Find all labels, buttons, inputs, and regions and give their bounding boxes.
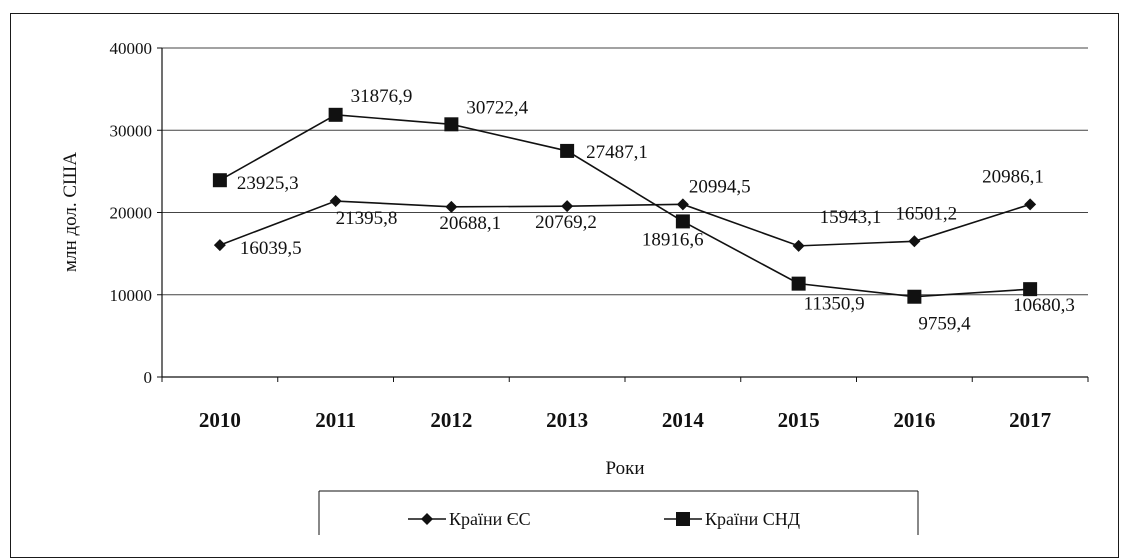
x-tick-label: 2016: [893, 408, 935, 432]
diamond-marker: [213, 239, 226, 252]
x-tick-label: 2014: [662, 408, 705, 432]
legend-square-icon: [676, 512, 690, 526]
legend: Країни ЄС Країни СНД: [318, 490, 919, 535]
data-label: 11350,9: [804, 294, 865, 315]
data-label: 20688,1: [439, 213, 501, 234]
series-group: [212, 107, 1038, 304]
data-label: 20994,5: [689, 176, 751, 197]
axes: [161, 48, 1088, 378]
x-tick-label: 2015: [778, 408, 820, 432]
square-marker: [328, 107, 343, 122]
data-label: 20986,1: [982, 166, 1044, 187]
diamond-marker: [561, 200, 574, 213]
data-label: 23925,3: [237, 173, 299, 194]
x-tick-label: 2010: [199, 408, 241, 432]
y-axis-title: млн дол. США: [60, 152, 81, 272]
diamond-marker: [792, 239, 805, 252]
data-label: 30722,4: [466, 97, 528, 118]
x-tick-labels: 2010 2011 2012 2013 2014 2015 2016 2017: [199, 408, 1051, 432]
y-tick-label: 30000: [110, 121, 153, 140]
data-label: 21395,8: [336, 208, 398, 229]
square-marker: [212, 173, 227, 188]
y-tick-label: 10000: [110, 286, 153, 305]
data-label: 16501,2: [895, 203, 957, 224]
square-marker: [675, 214, 690, 229]
legend-diamond-icon: [421, 513, 433, 525]
data-label: 18916,6: [642, 229, 704, 250]
y-tick-label: 20000: [110, 204, 153, 223]
data-label: 27487,1: [586, 142, 648, 163]
data-label: 15943,1: [820, 207, 882, 228]
legend-items: Країни ЄС Країни СНД: [408, 509, 800, 529]
diamond-marker: [1024, 198, 1037, 211]
data-label: 20769,2: [535, 212, 597, 233]
y-tick-label: 40000: [110, 39, 153, 58]
diamond-marker: [676, 198, 689, 211]
legend-label: Країни СНД: [705, 509, 800, 529]
diamond-marker: [908, 235, 921, 248]
y-tick-labels: 0 10000 20000 30000 40000: [110, 39, 153, 387]
data-labels: 16039,5 21395,8 20688,1 20769,2 20994,5 15943…: [237, 86, 1075, 335]
diamond-marker: [445, 200, 458, 213]
x-axis-title: Роки: [606, 458, 645, 479]
diamond-marker: [329, 195, 342, 208]
y-tick-label: 0: [144, 368, 153, 387]
series-line: [219, 200, 1031, 247]
series-line: [219, 113, 1031, 298]
legend-label: Країни ЄС: [449, 509, 531, 529]
chart-frame: [10, 13, 1119, 558]
data-label: 9759,4: [918, 314, 971, 335]
square-marker: [444, 117, 459, 132]
x-tick-label: 2013: [546, 408, 588, 432]
data-label: 10680,3: [1013, 295, 1075, 316]
x-tick-label: 2012: [430, 408, 472, 432]
square-marker: [560, 143, 575, 158]
x-tick-label: 2011: [315, 408, 356, 432]
data-label: 16039,5: [240, 238, 302, 259]
data-label: 31876,9: [351, 86, 413, 107]
square-marker: [791, 276, 806, 291]
x-tick-label: 2017: [1009, 408, 1051, 432]
square-marker: [1023, 282, 1038, 297]
square-marker: [907, 289, 922, 304]
